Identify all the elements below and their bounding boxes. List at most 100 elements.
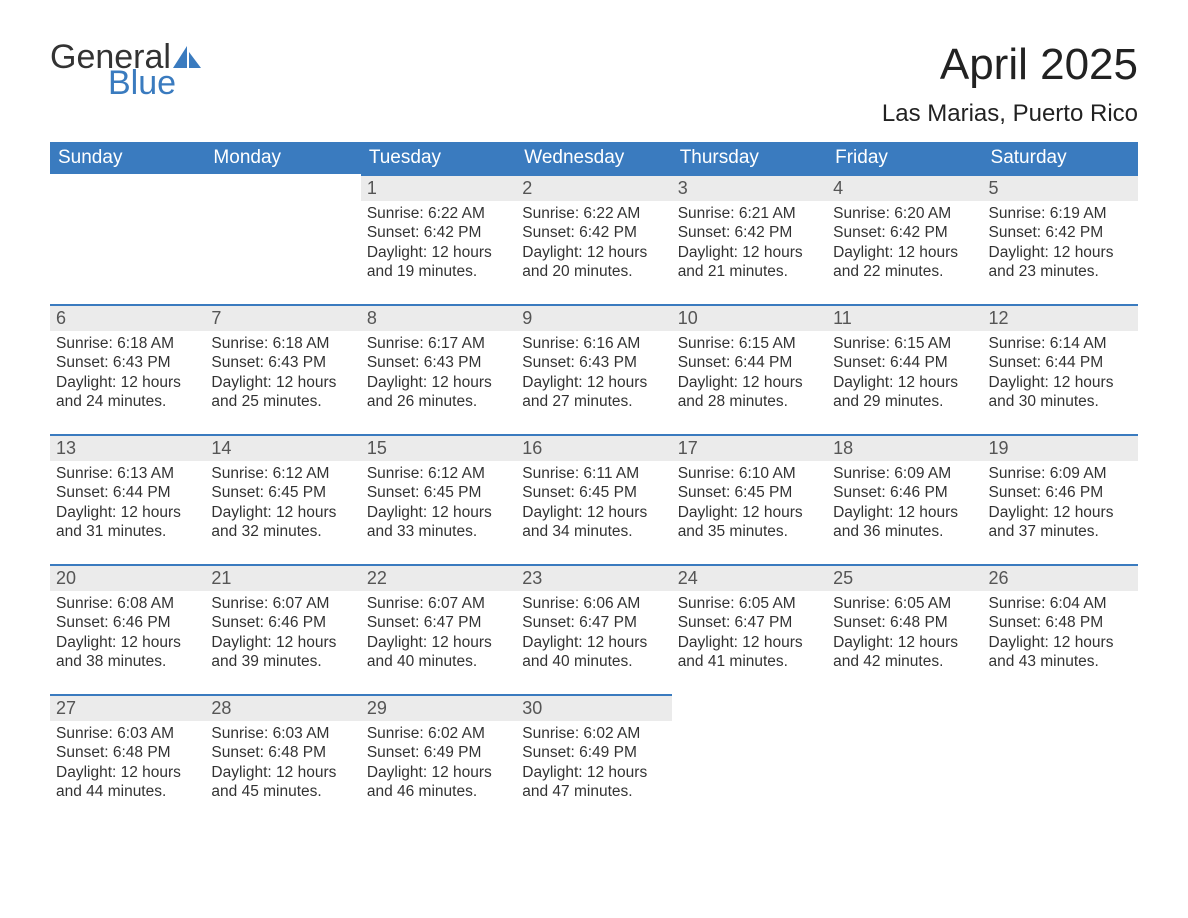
calendar-cell: 27Sunrise: 6:03 AMSunset: 6:48 PMDayligh… (50, 694, 205, 809)
daylight-line: Daylight: 12 hours and 20 minutes. (522, 243, 665, 282)
day-number: 27 (50, 694, 205, 721)
sunrise-line: Sunrise: 6:15 AM (833, 334, 976, 353)
sunrise-line: Sunrise: 6:14 AM (989, 334, 1132, 353)
day-number: 29 (361, 694, 516, 721)
logo: General Blue (50, 40, 201, 100)
sunset-line: Sunset: 6:44 PM (56, 483, 199, 502)
calendar-cell: 14 Sunrise: 6:12 AMSunset: 6:45 PMDayligh… (205, 434, 360, 564)
col-thursday: Thursday (672, 142, 827, 174)
logo-text-blue: Blue (108, 66, 201, 100)
calendar-cell: 13Sunrise: 6:13 AMSunset: 6:44 PMDayligh… (50, 434, 205, 564)
daylight-line: Daylight: 12 hours and 26 minutes. (367, 373, 510, 412)
daylight-line: Daylight: 12 hours and 29 minutes. (833, 373, 976, 412)
col-friday: Friday (827, 142, 982, 174)
sunset-line: Sunset: 6:42 PM (678, 223, 821, 242)
daylight-line: Daylight: 12 hours and 40 minutes. (522, 633, 665, 672)
col-saturday: Saturday (983, 142, 1138, 174)
sunset-line: Sunset: 6:45 PM (211, 483, 354, 502)
daylight-line: Daylight: 12 hours and 24 minutes. (56, 373, 199, 412)
day-details: Sunrise: 6:03 AMSunset: 6:48 PMDaylight:… (50, 721, 205, 808)
daylight-line: Daylight: 12 hours and 37 minutes. (989, 503, 1132, 542)
sunrise-line: Sunrise: 6:12 AM (367, 464, 510, 483)
day-number: 26 (983, 564, 1138, 591)
sunset-line: Sunset: 6:44 PM (678, 353, 821, 372)
calendar-cell: 25Sunrise: 6:05 AMSunset: 6:48 PMDayligh… (827, 564, 982, 694)
daylight-line: Daylight: 12 hours and 34 minutes. (522, 503, 665, 542)
calendar-cell: 17Sunrise: 6:10 AMSunset: 6:45 PMDayligh… (672, 434, 827, 564)
calendar-table: Sunday Monday Tuesday Wednesday Thursday… (50, 142, 1138, 809)
calendar-cell: 9Sunrise: 6:16 AMSunset: 6:43 PMDaylight… (516, 304, 671, 434)
calendar-cell (827, 694, 982, 809)
day-number: 12 (983, 304, 1138, 331)
sunrise-line: Sunrise: 6:22 AM (367, 204, 510, 223)
daylight-line: Daylight: 12 hours and 45 minutes. (211, 763, 354, 802)
col-monday: Monday (205, 142, 360, 174)
day-number: 14 (205, 434, 360, 461)
daylight-line: Daylight: 12 hours and 39 minutes. (211, 633, 354, 672)
sunrise-line: Sunrise: 6:18 AM (211, 334, 354, 353)
daylight-line: Daylight: 12 hours and 36 minutes. (833, 503, 976, 542)
calendar-cell: 18Sunrise: 6:09 AMSunset: 6:46 PMDayligh… (827, 434, 982, 564)
day-details: Sunrise: 6:09 AMSunset: 6:46 PMDaylight:… (827, 461, 982, 548)
day-details: Sunrise: 6:07 AMSunset: 6:46 PMDaylight:… (205, 591, 360, 678)
sunset-line: Sunset: 6:49 PM (367, 743, 510, 762)
day-details: Sunrise: 6:10 AMSunset: 6:45 PMDaylight:… (672, 461, 827, 548)
calendar-cell: 21Sunrise: 6:07 AMSunset: 6:46 PMDayligh… (205, 564, 360, 694)
day-details: Sunrise: 6:22 AMSunset: 6:42 PMDaylight:… (361, 201, 516, 288)
day-details: Sunrise: 6:04 AMSunset: 6:48 PMDaylight:… (983, 591, 1138, 678)
calendar-cell (983, 694, 1138, 809)
day-details: Sunrise: 6:18 AMSunset: 6:43 PMDaylight:… (50, 331, 205, 418)
day-number: 17 (672, 434, 827, 461)
sunset-line: Sunset: 6:47 PM (678, 613, 821, 632)
day-details: Sunrise: 6:16 AMSunset: 6:43 PMDaylight:… (516, 331, 671, 418)
day-details: Sunrise: 6:05 AMSunset: 6:48 PMDaylight:… (827, 591, 982, 678)
sunrise-line: Sunrise: 6:02 AM (367, 724, 510, 743)
sunset-line: Sunset: 6:45 PM (367, 483, 510, 502)
sunset-line: Sunset: 6:45 PM (678, 483, 821, 502)
sunrise-line: Sunrise: 6:10 AM (678, 464, 821, 483)
daylight-line: Daylight: 12 hours and 38 minutes. (56, 633, 199, 672)
sunset-line: Sunset: 6:44 PM (833, 353, 976, 372)
calendar-cell: 24Sunrise: 6:05 AMSunset: 6:47 PMDayligh… (672, 564, 827, 694)
sunrise-line: Sunrise: 6:11 AM (522, 464, 665, 483)
sunset-line: Sunset: 6:48 PM (833, 613, 976, 632)
daylight-line: Daylight: 12 hours and 32 minutes. (211, 503, 354, 542)
day-number: 1 (361, 174, 516, 201)
sunrise-line: Sunrise: 6:09 AM (989, 464, 1132, 483)
daylight-line: Daylight: 12 hours and 22 minutes. (833, 243, 976, 282)
day-number: 30 (516, 694, 671, 721)
calendar-cell: 16Sunrise: 6:11 AMSunset: 6:45 PMDayligh… (516, 434, 671, 564)
sunset-line: Sunset: 6:42 PM (522, 223, 665, 242)
daylight-line: Daylight: 12 hours and 44 minutes. (56, 763, 199, 802)
calendar-cell: 5Sunrise: 6:19 AMSunset: 6:42 PMDaylight… (983, 174, 1138, 304)
day-number: 20 (50, 564, 205, 591)
day-number: 9 (516, 304, 671, 331)
day-number: 23 (516, 564, 671, 591)
sunrise-line: Sunrise: 6:05 AM (833, 594, 976, 613)
daylight-line: Daylight: 12 hours and 33 minutes. (367, 503, 510, 542)
daylight-line: Daylight: 12 hours and 23 minutes. (989, 243, 1132, 282)
sunset-line: Sunset: 6:43 PM (56, 353, 199, 372)
sunset-line: Sunset: 6:43 PM (211, 353, 354, 372)
sunrise-line: Sunrise: 6:03 AM (211, 724, 354, 743)
sunrise-line: Sunrise: 6:18 AM (56, 334, 199, 353)
calendar-cell: 4Sunrise: 6:20 AMSunset: 6:42 PMDaylight… (827, 174, 982, 304)
day-number: 22 (361, 564, 516, 591)
daylight-line: Daylight: 12 hours and 28 minutes. (678, 373, 821, 412)
title-block: April 2025 Las Marias, Puerto Rico (882, 40, 1138, 136)
sunset-line: Sunset: 6:44 PM (989, 353, 1132, 372)
day-details: Sunrise: 6:09 AMSunset: 6:46 PMDaylight:… (983, 461, 1138, 548)
calendar-cell: 15Sunrise: 6:12 AMSunset: 6:45 PMDayligh… (361, 434, 516, 564)
sunrise-line: Sunrise: 6:05 AM (678, 594, 821, 613)
day-details: Sunrise: 6:18 AMSunset: 6:43 PMDaylight:… (205, 331, 360, 418)
daylight-line: Daylight: 12 hours and 46 minutes. (367, 763, 510, 802)
day-number: 11 (827, 304, 982, 331)
sunrise-line: Sunrise: 6:04 AM (989, 594, 1132, 613)
daylight-line: Daylight: 12 hours and 19 minutes. (367, 243, 510, 282)
calendar-cell (50, 174, 205, 304)
calendar-cell: 22Sunrise: 6:07 AMSunset: 6:47 PMDayligh… (361, 564, 516, 694)
day-number: 8 (361, 304, 516, 331)
sail-icon (173, 46, 201, 68)
sunrise-line: Sunrise: 6:12 AM (211, 464, 354, 483)
day-details: Sunrise: 6:15 AMSunset: 6:44 PMDaylight:… (827, 331, 982, 418)
